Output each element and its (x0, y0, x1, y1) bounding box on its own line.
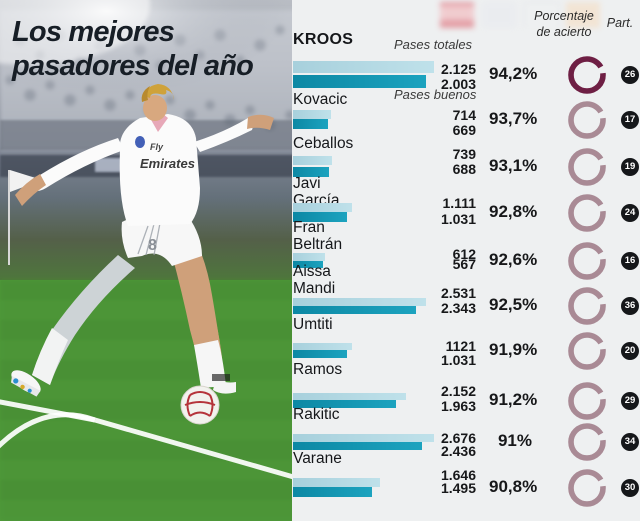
svg-text:8: 8 (148, 237, 157, 254)
svg-text:Emirates: Emirates (140, 156, 195, 171)
svg-text:Fly: Fly (150, 142, 164, 152)
